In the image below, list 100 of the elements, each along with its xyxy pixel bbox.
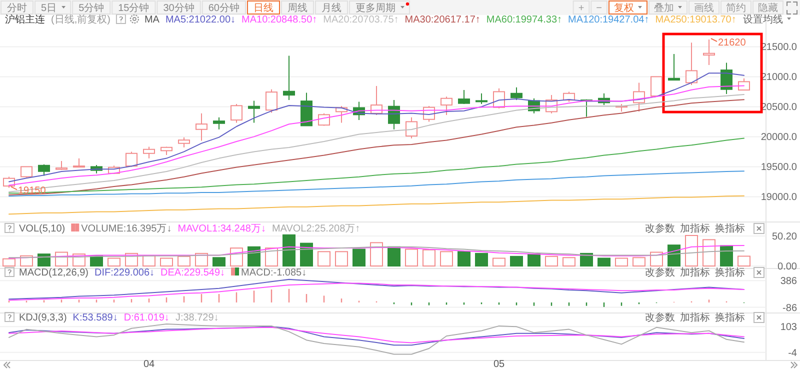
y-tick-label: 20000.0 <box>760 132 798 144</box>
bar <box>388 246 400 267</box>
line-series <box>8 324 744 355</box>
bar <box>282 234 296 267</box>
y-tick-label: 386 <box>780 276 798 288</box>
candlestick <box>143 146 155 159</box>
text: 周线 <box>288 2 308 14</box>
text: 月线 <box>322 2 342 14</box>
text: 日线 <box>254 2 274 14</box>
legend-label: MACD:-1.085↓ <box>241 268 307 278</box>
text: MA30:20617.17↑ <box>404 14 480 26</box>
bar <box>405 248 418 267</box>
y-tick-label: -86 <box>782 302 798 314</box>
bar <box>318 251 330 267</box>
bar <box>685 234 698 267</box>
text: 5日 <box>41 3 57 14</box>
chart-title: VOL(5,10) <box>19 224 66 234</box>
text: 叠加 <box>654 2 674 14</box>
text: MA250:19013.70↑ <box>655 14 736 26</box>
bar <box>458 251 470 267</box>
bar <box>335 251 348 267</box>
bar <box>528 254 540 267</box>
text: − <box>596 3 602 14</box>
text: 复权 <box>614 2 634 14</box>
bar <box>160 258 173 267</box>
series-label: J:38.729↓ <box>175 312 219 324</box>
bar <box>370 242 383 267</box>
annotation: MA <box>144 14 160 26</box>
x-tick-label: 04 <box>143 359 155 370</box>
y-tick-label: 19000.0 <box>760 192 798 204</box>
annotation: 加指标 <box>680 222 710 234</box>
bar <box>580 252 593 267</box>
series-label: K:53.589↓ <box>72 312 118 324</box>
bar <box>562 257 576 267</box>
text: 画线 <box>694 2 714 14</box>
legend-label: VOLUME:16.395万↓ <box>81 224 172 234</box>
annotation: 加指标 <box>680 266 710 278</box>
annotation: 设置均线 <box>743 14 783 26</box>
bar <box>668 244 680 267</box>
text: 分时 <box>7 2 27 14</box>
bar <box>300 242 313 267</box>
text: MA10:20848.50↑ <box>242 14 318 26</box>
series-label: MAVOL1:34.248万↓ <box>178 224 266 234</box>
text: 简约 <box>726 2 746 14</box>
x-tick-label: 05 <box>493 359 505 370</box>
y-tick-label: -4 <box>788 348 798 359</box>
line-series <box>8 138 744 194</box>
bar <box>510 256 523 267</box>
bar <box>440 251 453 267</box>
annotation: 改参数 <box>645 222 675 234</box>
annotation: 改参数 <box>645 312 675 324</box>
text: MA20:20703.75↑ <box>323 14 399 26</box>
text: 更多周期 <box>356 2 396 14</box>
y-tick-label: 19500.0 <box>760 162 798 174</box>
series-label: D:61.019↓ <box>124 312 170 324</box>
annotation: 换指标 <box>715 222 745 234</box>
bar <box>352 248 366 267</box>
text: MA5:21022.00↓ <box>165 14 236 26</box>
line-series <box>8 195 744 215</box>
text: MA60:19974.33↑ <box>486 14 562 26</box>
y-tick-label: 50.20 <box>772 231 798 242</box>
annotation: 21620 <box>718 38 746 48</box>
y-tick-label: 103 <box>780 322 798 334</box>
text: 5分钟 <box>78 2 104 14</box>
bar <box>2 258 16 267</box>
bar <box>212 257 226 267</box>
bar <box>38 254 50 267</box>
line-series <box>8 282 744 301</box>
candlestick <box>283 55 295 101</box>
chart-title: 沪铝主连 <box>5 14 45 26</box>
text: 15分钟 <box>118 2 150 14</box>
text: 30分钟 <box>163 2 194 14</box>
bar <box>178 256 190 267</box>
annotation: 加指标 <box>680 312 710 324</box>
bar <box>475 252 488 267</box>
line-series <box>8 170 744 197</box>
chart-title: MACD(12,26,9) <box>19 268 88 278</box>
bar <box>738 256 750 267</box>
bar <box>598 258 610 267</box>
bar <box>545 256 558 267</box>
annotation: 换指标 <box>715 312 745 324</box>
chart-subtitle: (日线,前复权) <box>51 14 110 26</box>
text: MA120:19427.04↑ <box>568 14 650 26</box>
series-label: DIF:229.006↓ <box>94 268 155 278</box>
series-label: MAVOL2:25.208万↑ <box>272 224 360 234</box>
bar <box>422 249 436 267</box>
y-tick-label: 0.00 <box>778 262 798 273</box>
bar <box>108 258 120 267</box>
bar <box>720 245 733 267</box>
text: 60分钟 <box>208 2 240 14</box>
candlestick <box>248 100 260 124</box>
bar <box>702 239 716 267</box>
bar <box>615 258 628 267</box>
bar <box>632 257 646 267</box>
candlestick <box>196 112 208 142</box>
text: + <box>578 3 584 14</box>
bar <box>142 255 156 267</box>
annotation: 换指标 <box>715 266 745 278</box>
series-label: DEA:229.549↓ <box>160 268 226 278</box>
annotation: 改参数 <box>645 266 675 278</box>
